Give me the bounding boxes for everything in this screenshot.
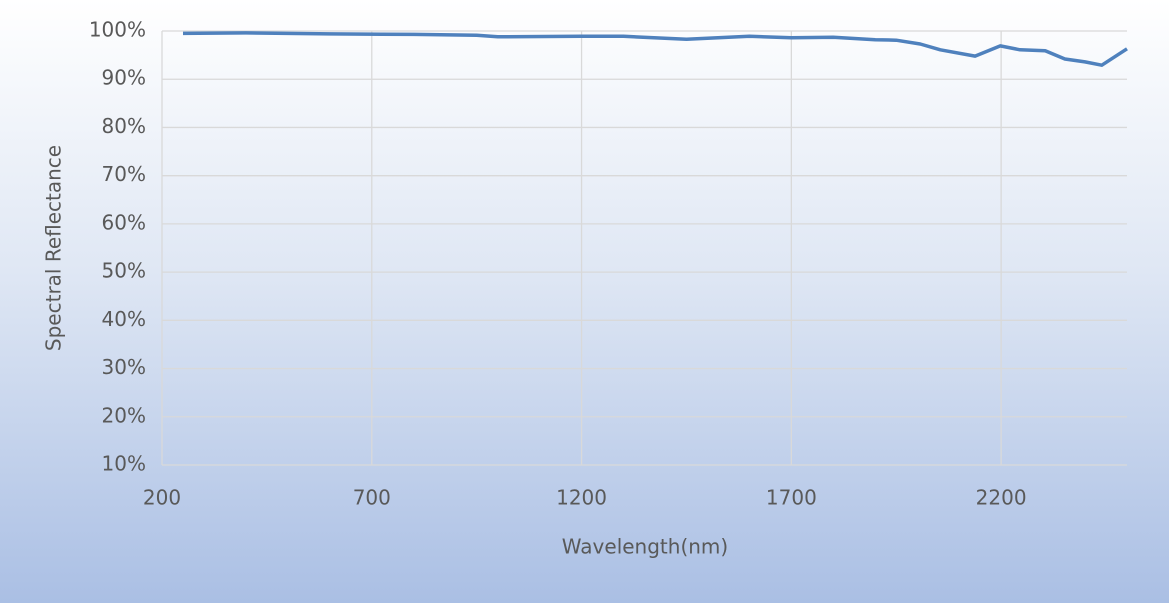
y-tick-label: 50% [102,259,146,283]
x-axis-title: Wavelength(nm) [562,535,728,559]
y-tick-label: 20% [102,403,146,427]
x-tick-label: 700 [353,486,391,510]
x-tick-label: 2200 [976,486,1027,510]
x-tick-label: 1200 [556,486,607,510]
y-tick-label: 60% [102,210,146,234]
y-axis-title: Spectral Reflectance [42,145,66,351]
x-tick-label: 200 [143,486,181,510]
y-tick-label: 100% [89,18,146,42]
x-tick-label: 1700 [766,486,817,510]
y-tick-label: 70% [102,162,146,186]
data-line [182,31,1128,67]
y-tick-label: 30% [102,355,146,379]
y-tick-label: 90% [102,66,146,90]
y-tick-label: 80% [102,114,146,138]
y-tick-label: 40% [102,307,146,331]
y-tick-label: 10% [102,452,146,476]
